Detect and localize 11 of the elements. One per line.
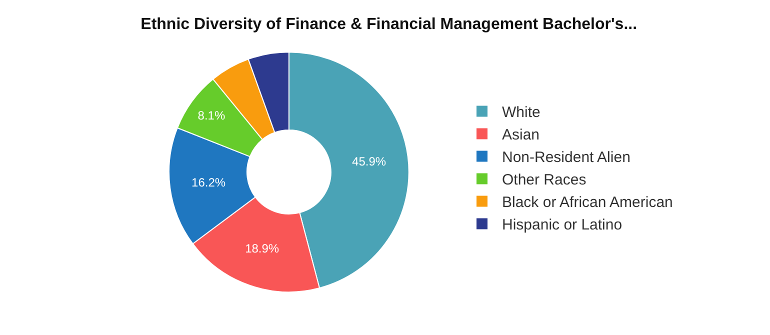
legend-label: Hispanic or Latino — [502, 216, 622, 234]
legend-label: Black or African American — [502, 194, 673, 212]
data-label: 18.9% — [245, 241, 280, 256]
data-label: 16.2% — [192, 176, 226, 190]
chart-title: Ethnic Diversity of Finance & Financial Management Bachelor's... — [140, 16, 638, 34]
legend-label: White — [502, 104, 540, 122]
data-label: 8.1% — [198, 108, 226, 122]
data-label: 45.9% — [352, 154, 386, 169]
legend-label: Non-Resident Alien — [502, 149, 630, 166]
legend-label: Other Races — [502, 172, 586, 189]
legend-label: Asian — [502, 126, 540, 144]
